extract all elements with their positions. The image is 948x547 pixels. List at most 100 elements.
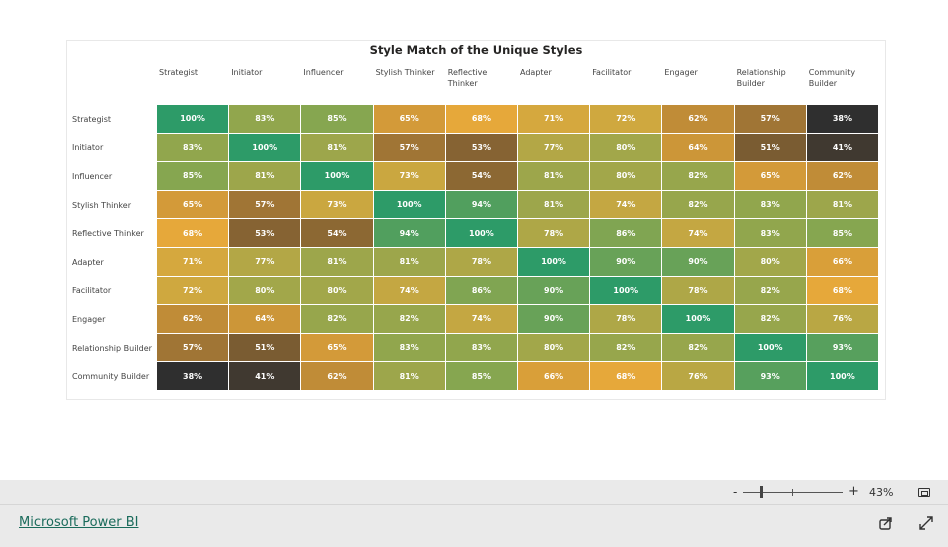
heatmap-cell[interactable]: 57%: [373, 133, 445, 162]
heatmap-cell[interactable]: 93%: [734, 362, 806, 390]
heatmap-cell[interactable]: 62%: [662, 105, 734, 133]
heatmap-cell[interactable]: 90%: [662, 248, 734, 276]
share-icon[interactable]: [878, 515, 894, 531]
heatmap-cell[interactable]: 81%: [301, 248, 373, 276]
heatmap-cell[interactable]: 73%: [301, 190, 373, 219]
heatmap-cell[interactable]: 90%: [590, 248, 662, 276]
heatmap-cell[interactable]: 77%: [229, 248, 301, 276]
heatmap-cell[interactable]: 57%: [734, 105, 806, 133]
heatmap-cell[interactable]: 80%: [734, 248, 806, 276]
heatmap-cell[interactable]: 90%: [518, 276, 590, 305]
heatmap-cell[interactable]: 74%: [662, 219, 734, 247]
heatmap-cell[interactable]: 41%: [806, 133, 878, 162]
heatmap-cell[interactable]: 81%: [518, 162, 590, 190]
heatmap-cell[interactable]: 80%: [229, 276, 301, 305]
zoom-slider-track[interactable]: [743, 492, 843, 493]
heatmap-cell[interactable]: 83%: [734, 219, 806, 247]
expand-icon[interactable]: [918, 515, 934, 531]
heatmap-cell[interactable]: 54%: [445, 162, 517, 190]
heatmap-cell[interactable]: 78%: [662, 276, 734, 305]
heatmap-cell[interactable]: 68%: [590, 362, 662, 390]
heatmap-cell[interactable]: 85%: [806, 219, 878, 247]
heatmap-cell[interactable]: 83%: [445, 333, 517, 362]
heatmap-cell[interactable]: 78%: [445, 248, 517, 276]
heatmap-cell[interactable]: 83%: [373, 333, 445, 362]
heatmap-cell[interactable]: 76%: [806, 305, 878, 333]
heatmap-cell[interactable]: 85%: [445, 362, 517, 390]
heatmap-cell[interactable]: 38%: [157, 362, 229, 390]
heatmap-cell[interactable]: 73%: [373, 162, 445, 190]
power-bi-link[interactable]: Microsoft Power BI: [19, 515, 139, 530]
heatmap-cell[interactable]: 65%: [301, 333, 373, 362]
heatmap-cell[interactable]: 74%: [590, 190, 662, 219]
heatmap-cell[interactable]: 86%: [445, 276, 517, 305]
heatmap-cell[interactable]: 62%: [806, 162, 878, 190]
heatmap-cell[interactable]: 76%: [662, 362, 734, 390]
heatmap-cell[interactable]: 81%: [373, 248, 445, 276]
heatmap-cell[interactable]: 100%: [806, 362, 878, 390]
heatmap-cell[interactable]: 53%: [229, 219, 301, 247]
heatmap-cell[interactable]: 81%: [229, 162, 301, 190]
heatmap-cell[interactable]: 80%: [590, 133, 662, 162]
heatmap-cell[interactable]: 77%: [518, 133, 590, 162]
fit-to-page-icon[interactable]: [918, 488, 930, 497]
heatmap-cell[interactable]: 78%: [590, 305, 662, 333]
heatmap-cell[interactable]: 71%: [157, 248, 229, 276]
heatmap-cell[interactable]: 83%: [157, 133, 229, 162]
heatmap-cell[interactable]: 72%: [157, 276, 229, 305]
heatmap-cell[interactable]: 66%: [806, 248, 878, 276]
heatmap-cell[interactable]: 51%: [229, 333, 301, 362]
heatmap-cell[interactable]: 93%: [806, 333, 878, 362]
heatmap-cell[interactable]: 94%: [445, 190, 517, 219]
heatmap-cell[interactable]: 64%: [229, 305, 301, 333]
heatmap-cell[interactable]: 65%: [373, 105, 445, 133]
heatmap-cell[interactable]: 81%: [373, 362, 445, 390]
heatmap-cell[interactable]: 100%: [518, 248, 590, 276]
heatmap-cell[interactable]: 41%: [229, 362, 301, 390]
heatmap-cell[interactable]: 81%: [518, 190, 590, 219]
heatmap-cell[interactable]: 68%: [445, 105, 517, 133]
heatmap-cell[interactable]: 86%: [590, 219, 662, 247]
heatmap-cell[interactable]: 82%: [301, 305, 373, 333]
heatmap-cell[interactable]: 68%: [806, 276, 878, 305]
heatmap-cell[interactable]: 38%: [806, 105, 878, 133]
heatmap-cell[interactable]: 62%: [301, 362, 373, 390]
heatmap-cell[interactable]: 100%: [734, 333, 806, 362]
heatmap-cell[interactable]: 80%: [518, 333, 590, 362]
heatmap-cell[interactable]: 83%: [229, 105, 301, 133]
heatmap-cell[interactable]: 100%: [373, 190, 445, 219]
heatmap-cell[interactable]: 81%: [806, 190, 878, 219]
heatmap-cell[interactable]: 100%: [301, 162, 373, 190]
heatmap-cell[interactable]: 72%: [590, 105, 662, 133]
heatmap-cell[interactable]: 82%: [734, 305, 806, 333]
heatmap-cell[interactable]: 94%: [373, 219, 445, 247]
heatmap-cell[interactable]: 51%: [734, 133, 806, 162]
heatmap-cell[interactable]: 65%: [734, 162, 806, 190]
heatmap-cell[interactable]: 83%: [734, 190, 806, 219]
zoom-in-button[interactable]: +: [848, 484, 859, 499]
zoom-slider-thumb[interactable]: [760, 486, 763, 498]
heatmap-cell[interactable]: 78%: [518, 219, 590, 247]
heatmap-cell[interactable]: 100%: [662, 305, 734, 333]
heatmap-cell[interactable]: 85%: [157, 162, 229, 190]
heatmap-cell[interactable]: 54%: [301, 219, 373, 247]
heatmap-cell[interactable]: 82%: [662, 162, 734, 190]
heatmap-cell[interactable]: 74%: [373, 276, 445, 305]
heatmap-cell[interactable]: 57%: [229, 190, 301, 219]
heatmap-cell[interactable]: 71%: [518, 105, 590, 133]
heatmap-cell[interactable]: 80%: [301, 276, 373, 305]
heatmap-cell[interactable]: 81%: [301, 133, 373, 162]
heatmap-cell[interactable]: 100%: [229, 133, 301, 162]
heatmap-cell[interactable]: 53%: [445, 133, 517, 162]
heatmap-cell[interactable]: 100%: [445, 219, 517, 247]
heatmap-cell[interactable]: 82%: [590, 333, 662, 362]
heatmap-cell[interactable]: 66%: [518, 362, 590, 390]
heatmap-cell[interactable]: 82%: [662, 190, 734, 219]
heatmap-cell[interactable]: 100%: [590, 276, 662, 305]
zoom-out-button[interactable]: -: [733, 485, 738, 499]
heatmap-cell[interactable]: 80%: [590, 162, 662, 190]
heatmap-cell[interactable]: 64%: [662, 133, 734, 162]
heatmap-cell[interactable]: 74%: [445, 305, 517, 333]
heatmap-cell[interactable]: 65%: [157, 190, 229, 219]
heatmap-cell[interactable]: 82%: [734, 276, 806, 305]
